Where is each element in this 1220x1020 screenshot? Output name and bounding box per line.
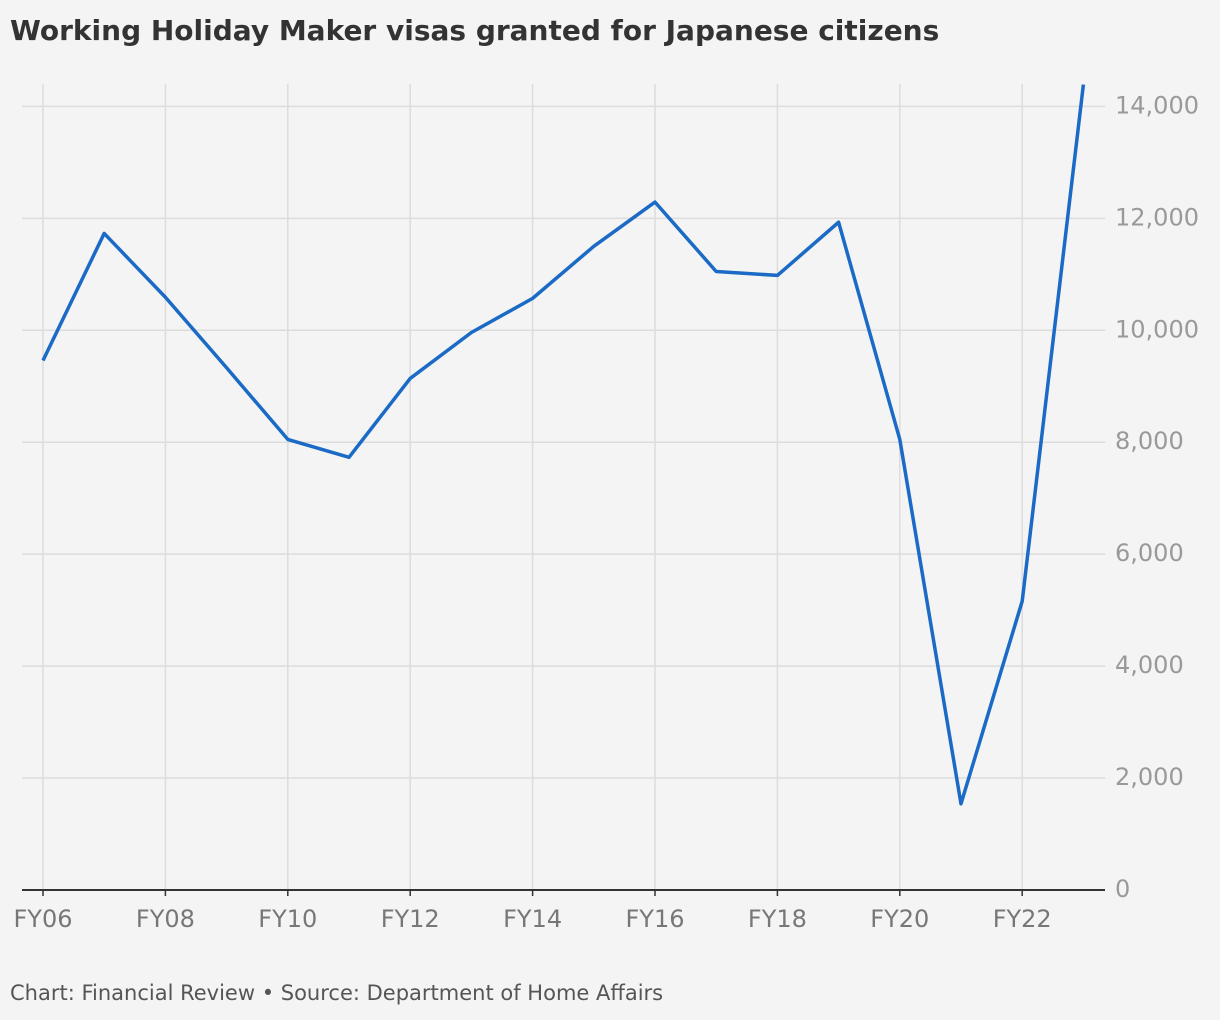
x-tick-label: FY12 xyxy=(381,905,440,933)
x-tick-label: FY20 xyxy=(870,905,929,933)
x-tick-label: FY16 xyxy=(625,905,684,933)
y-tick-label: 8,000 xyxy=(1115,427,1184,455)
x-tick-label: FY18 xyxy=(748,905,807,933)
x-tick-label: FY08 xyxy=(136,905,195,933)
data-line xyxy=(41,84,1086,806)
x-tick-label: FY10 xyxy=(258,905,317,933)
x-tick-label: FY14 xyxy=(503,905,562,933)
y-tick-label: 6,000 xyxy=(1115,539,1184,567)
y-tick-label: 0 xyxy=(1115,875,1130,903)
chart-title: Working Holiday Maker visas granted for … xyxy=(10,14,939,47)
y-tick-label: 12,000 xyxy=(1115,203,1199,231)
source-note: Chart: Financial Review • Source: Depart… xyxy=(10,981,663,1005)
y-tick-label: 4,000 xyxy=(1115,651,1184,679)
y-tick-label: 10,000 xyxy=(1115,315,1199,343)
x-tick-label: FY22 xyxy=(993,905,1052,933)
y-tick-label: 14,000 xyxy=(1115,91,1199,119)
y-tick-label: 2,000 xyxy=(1115,763,1184,791)
x-tick-label: FY06 xyxy=(13,905,72,933)
